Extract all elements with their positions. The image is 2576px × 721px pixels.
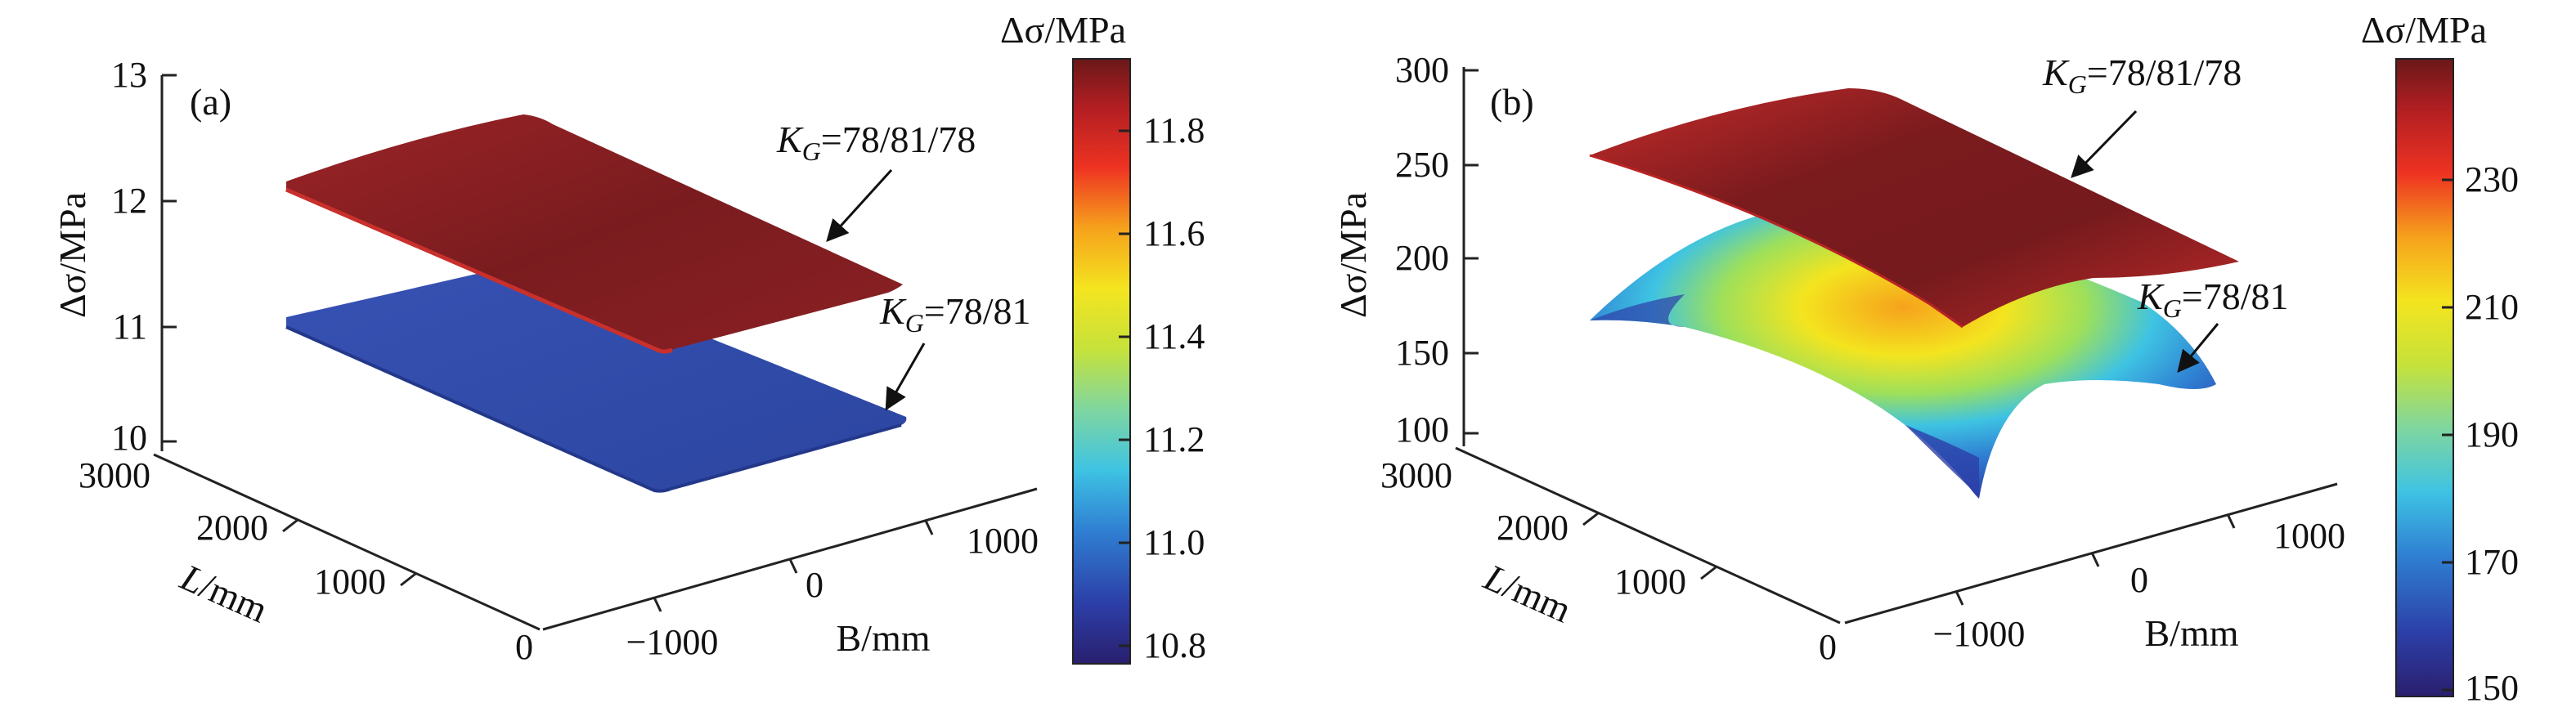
panel-b-colorbar: Δσ/MPa 230 210 190 170 150	[2361, 9, 2519, 708]
panel-b-annotations: KG=78/81/78 KG=78/81	[2042, 52, 2289, 374]
panel-b-b-tick	[2090, 552, 2100, 567]
panel-a-l-ticklabel: 0	[515, 627, 533, 667]
panel-b-colorbar-title: Δσ/MPa	[2361, 9, 2487, 51]
panel-b-l-ticklabel: 2000	[1497, 508, 1568, 548]
panel-a-colorbar-title: Δσ/MPa	[1000, 9, 1126, 51]
panel-b-b-axis-label: B/mm	[2144, 612, 2238, 654]
panel-b-z-ticklabel: 150	[1395, 333, 1449, 373]
panel-a-colorbar: Δσ/MPa 11.8 11.6 11.4 11.2 11.0 10.8	[1000, 9, 1206, 665]
panel-a-cb-ticklabel: 11.2	[1143, 419, 1205, 459]
panel-b-surface-upper-edge	[1589, 154, 1963, 329]
panel-a-l-axis-label: L/mm	[174, 556, 274, 631]
panel-a-cb-ticklabel: 11.4	[1143, 316, 1205, 356]
panel-a-cb-ticklabel: 11.8	[1143, 110, 1205, 150]
panel-b-l-tick	[1700, 566, 1717, 580]
panel-a-annotation-upper: KG=78/81/78	[776, 119, 976, 166]
panel-b-cb-ticklabel: 170	[2465, 542, 2519, 582]
panel-b-annotation-lower: KG=78/81	[2137, 275, 2289, 323]
panel-a-arrow-lower	[885, 343, 926, 411]
panel-a-surfaces	[285, 114, 907, 493]
panel-b-surface-upper	[1590, 88, 2239, 327]
panel-b-arrow-lower	[2177, 323, 2219, 374]
panel-b-cb-ticklabel: 210	[2465, 287, 2519, 327]
panel-a-z-ticklabel: 13	[111, 55, 147, 95]
panel-b-z-ticklabel: 100	[1395, 410, 1449, 450]
panel-b-b-tick	[2226, 513, 2236, 529]
panel-a-l-ticklabel: 3000	[79, 455, 150, 495]
panel-b-surface-lower-tip	[1905, 425, 1979, 499]
panel-b-colorbar-ticks: 230 210 190 170 150	[2442, 159, 2519, 708]
panel-b-b-axis: −1000 0 1000 B/mm	[1844, 482, 2345, 654]
panel-a-b-ticklabel: −1000	[626, 622, 719, 662]
panel-a-annotation-lower: KG=78/81	[879, 290, 1031, 338]
panel-a-b-axis: −1000 0 1000 B/mm	[542, 487, 1039, 662]
panel-b-l-ticklabel: 0	[1819, 627, 1837, 667]
panel-b: (b) 300 250 200 150 100 Δσ/MPa 3000 2000…	[1332, 9, 2519, 708]
panel-a-cb-ticklabel: 11.6	[1143, 213, 1205, 253]
panel-b-arrow-upper	[2071, 110, 2138, 178]
panel-a-z-axis-label: Δσ/MPa	[52, 192, 93, 318]
panel-a-b-ticklabel: 0	[806, 565, 824, 605]
panel-a-surface-upper	[286, 114, 903, 351]
panel-a-colorbar-gradient	[1072, 58, 1131, 665]
panel-b-l-tick	[1582, 512, 1599, 526]
panel-b-b-ticklabel: −1000	[1933, 614, 2026, 654]
panel-a-surface-lower	[286, 263, 907, 491]
panel-a-z-ticklabel: 10	[111, 418, 147, 458]
panel-b-l-ticklabel: 1000	[1614, 562, 1686, 602]
panel-a-annotations: KG=78/81/78 KG=78/81	[776, 119, 1031, 411]
panel-a-cb-ticklabel: 10.8	[1143, 625, 1206, 665]
panel-a-colorbar-ticks: 11.8 11.6 11.4 11.2 11.0 10.8	[1119, 110, 1206, 665]
panel-b-b-ticklabel: 0	[2130, 560, 2148, 600]
panel-a-tag: (a)	[190, 81, 231, 123]
panel-b-l-axis-label: L/mm	[1478, 556, 1577, 631]
panel-b-z-axis-label: Δσ/MPa	[1332, 192, 1374, 318]
panel-a-b-ticklabel: 1000	[967, 521, 1039, 561]
panel-a-cb-ticklabel: 11.0	[1143, 522, 1205, 562]
panel-a-surface-lower-edge	[285, 325, 902, 493]
panel-b-colorbar-gradient	[2395, 58, 2454, 697]
panel-a-l-tick	[400, 572, 416, 587]
panel-a-l-axis: 3000 2000 1000 0 L/mm	[79, 453, 541, 667]
panel-a-l-axis-line	[153, 453, 541, 631]
panel-a-l-ticklabel: 2000	[196, 508, 268, 548]
panel-a-b-tick	[653, 597, 662, 612]
panel-b-cb-ticklabel: 150	[2465, 668, 2519, 708]
panel-b-z-axis: 300 250 200 150 100 Δσ/MPa	[1332, 50, 1479, 450]
panel-b-surface-lower-shade	[1590, 294, 1685, 327]
panel-b-l-axis-line	[1455, 446, 1841, 625]
panel-a-z-ticklabel: 11	[113, 307, 147, 347]
panel-a-b-tick	[924, 520, 934, 535]
panel-b-b-tick	[1954, 590, 1964, 606]
panel-b-l-axis: 3000 2000 1000 0 L/mm	[1380, 446, 1841, 667]
panel-b-annotation-upper: KG=78/81/78	[2042, 52, 2242, 99]
panel-b-l-ticklabel: 3000	[1380, 455, 1452, 495]
panel-b-cb-ticklabel: 190	[2465, 414, 2519, 455]
panel-a-arrow-upper	[826, 168, 893, 242]
panel-b-tag: (b)	[1490, 81, 1534, 123]
panel-b-b-ticklabel: 1000	[2273, 516, 2345, 556]
panel-a-z-ticklabel: 12	[111, 181, 147, 221]
panel-a-surface-upper-edge	[285, 187, 673, 354]
panel-a: (a) 13 12 11 10 Δσ/MPa 3000 2000 1000 0 …	[52, 9, 1206, 667]
panel-a-l-ticklabel: 1000	[314, 562, 386, 602]
panel-a-b-tick	[788, 558, 798, 574]
panel-b-surfaces	[1589, 88, 2239, 499]
panel-b-z-ticklabel: 300	[1395, 50, 1449, 90]
panel-b-z-ticklabel: 250	[1395, 145, 1449, 185]
panel-a-z-axis: 13 12 11 10 Δσ/MPa	[52, 55, 177, 458]
panel-b-z-ticklabel: 200	[1395, 238, 1449, 278]
panel-a-b-axis-label: B/mm	[836, 617, 930, 659]
panel-a-l-tick	[282, 518, 298, 533]
panel-b-cb-ticklabel: 230	[2465, 159, 2519, 199]
